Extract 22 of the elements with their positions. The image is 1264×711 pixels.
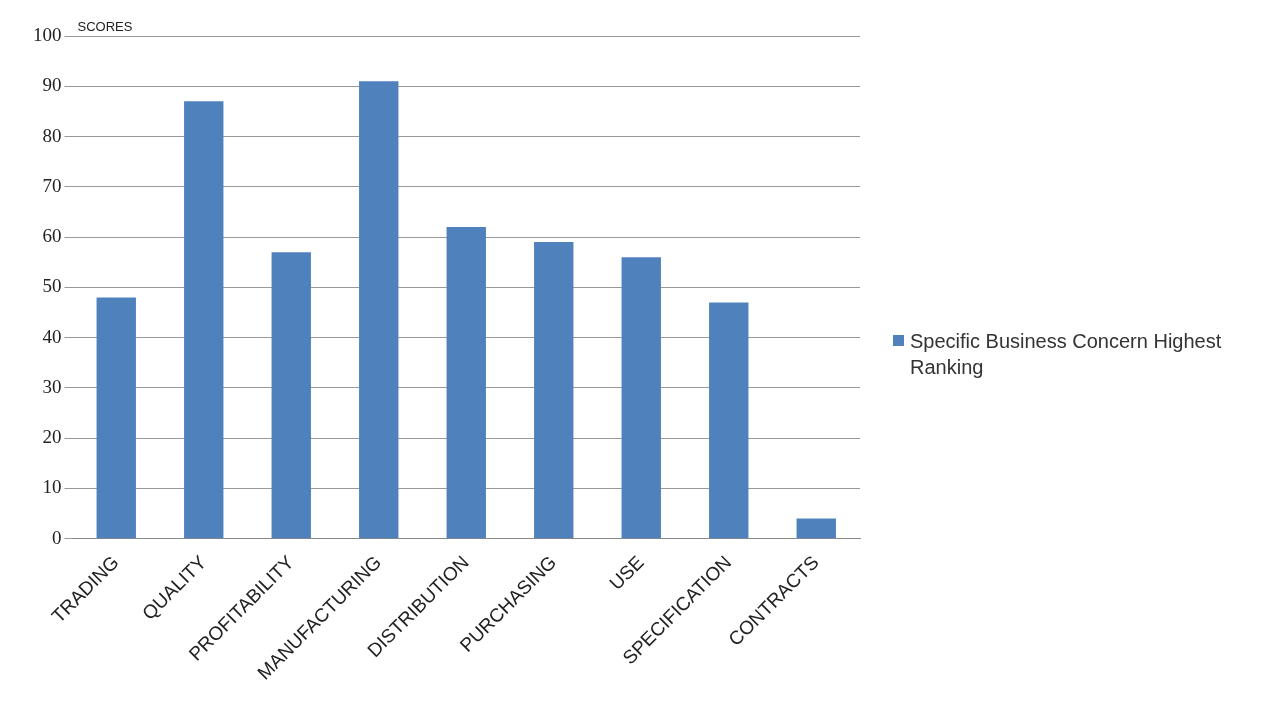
bar bbox=[446, 227, 486, 539]
y-tick-label: 90 bbox=[42, 74, 62, 96]
bar bbox=[709, 302, 749, 539]
y-axis-title: SCORES bbox=[77, 19, 133, 35]
y-tick-label: 0 bbox=[52, 526, 62, 548]
bar bbox=[359, 81, 399, 539]
y-tick-label: 10 bbox=[42, 476, 62, 498]
y-tick-label: 20 bbox=[42, 426, 62, 448]
bar bbox=[96, 297, 136, 539]
y-tick-label: 30 bbox=[42, 375, 62, 397]
bar bbox=[796, 518, 836, 539]
y-tick-label: 60 bbox=[42, 225, 62, 247]
bar bbox=[184, 101, 224, 539]
bar bbox=[621, 257, 661, 539]
y-tick-label: 80 bbox=[42, 124, 62, 146]
bar bbox=[271, 252, 311, 539]
bar bbox=[534, 242, 574, 539]
y-tick-label: 100 bbox=[33, 23, 62, 45]
y-tick-label: 40 bbox=[42, 325, 62, 347]
legend-label: Specific Business Concern Highest Ranking bbox=[910, 329, 1223, 380]
y-tick-label: 50 bbox=[42, 275, 62, 297]
y-tick-label: 70 bbox=[42, 174, 62, 196]
